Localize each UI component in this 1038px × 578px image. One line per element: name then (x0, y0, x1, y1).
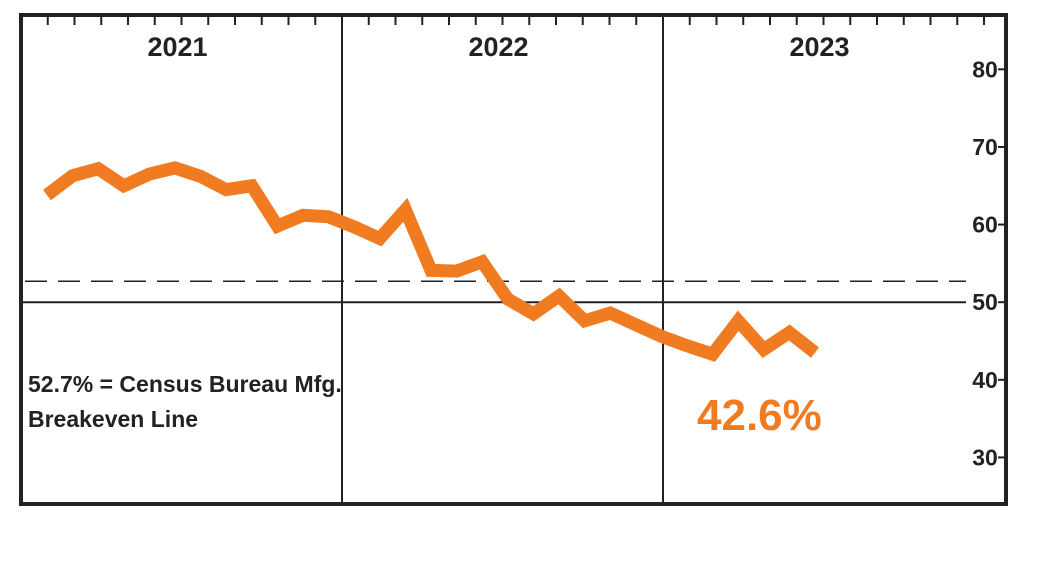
data-point (148, 173, 150, 175)
data-point (328, 216, 330, 218)
data-point (763, 349, 765, 351)
data-point (814, 352, 816, 354)
chart-frame (19, 13, 1008, 506)
data-points (46, 167, 816, 355)
data-point (481, 261, 483, 263)
y-tick-label: 30 (972, 444, 998, 470)
data-point (225, 189, 227, 191)
annotation-line-1: 52.7% = Census Bureau Mfg. (28, 371, 342, 397)
data-point (609, 312, 611, 314)
year-label: 2023 (789, 32, 849, 62)
y-tick-label: 40 (972, 367, 998, 393)
data-point (660, 335, 662, 337)
data-point (97, 168, 99, 170)
annotation-line-2: Breakeven Line (28, 406, 198, 432)
y-tick-label: 80 (972, 56, 998, 82)
data-point (379, 238, 381, 240)
data-point (532, 313, 534, 315)
data-point (456, 270, 458, 272)
series-line (43, 161, 820, 362)
year-dividers (341, 15, 664, 504)
latest-value-callout: 42.6% (697, 391, 822, 440)
data-point (302, 214, 304, 216)
data-point (712, 353, 714, 355)
data-point (353, 226, 355, 228)
y-tick-label: 60 (972, 212, 998, 238)
data-point (174, 167, 176, 169)
year-label: 2022 (468, 32, 528, 62)
data-point (507, 298, 509, 300)
data-point (584, 320, 586, 322)
data-point (46, 194, 48, 196)
data-point (737, 320, 739, 322)
data-point (635, 324, 637, 326)
data-point (558, 295, 560, 297)
data-point (123, 185, 125, 187)
data-point (200, 175, 202, 177)
year-labels: 2021 2022 2023 (147, 32, 849, 62)
data-point (276, 225, 278, 227)
y-tick-label: 70 (972, 134, 998, 160)
year-label: 2021 (147, 32, 207, 62)
data-point (251, 185, 253, 187)
data-point (788, 331, 790, 333)
y-tick-label: 50 (972, 289, 998, 315)
data-point (72, 175, 74, 177)
data-point (430, 269, 432, 271)
data-point (404, 209, 406, 211)
data-point (686, 345, 688, 347)
y-axis-ticks: 30 40 50 60 70 80 (972, 56, 1006, 470)
